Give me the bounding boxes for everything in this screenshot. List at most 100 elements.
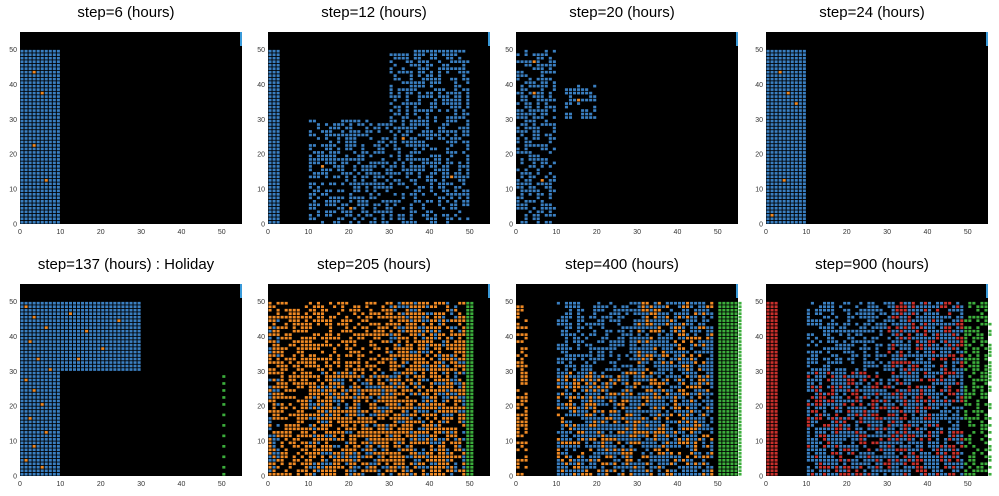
agent-point: [268, 81, 272, 84]
agent-point: [52, 413, 56, 417]
agent-point: [28, 56, 32, 60]
agent-point: [52, 329, 56, 333]
agent-point: [536, 137, 540, 140]
agent-point: [222, 445, 226, 448]
agent-point: [20, 119, 24, 123]
agent-point: [337, 431, 341, 434]
agent-point: [56, 441, 60, 445]
agent-point: [316, 427, 320, 431]
agent-point: [20, 220, 24, 224]
agent-point: [125, 301, 129, 305]
agent-point: [421, 434, 425, 438]
agent-point: [300, 441, 304, 445]
agent-point: [466, 98, 470, 102]
agent-point: [766, 217, 770, 221]
agent-point: [438, 448, 442, 452]
agent-point: [292, 438, 296, 441]
agent-point: [68, 301, 72, 305]
agent-point: [101, 319, 105, 322]
agent-point: [32, 112, 36, 116]
agent-point: [268, 144, 272, 147]
agent-point: [296, 329, 300, 333]
agent-point: [36, 203, 40, 207]
agent-point: [56, 168, 60, 172]
agent-point: [268, 123, 272, 126]
agent-point: [36, 144, 40, 147]
agent-point: [458, 382, 462, 385]
agent-point: [40, 333, 44, 336]
agent-point: [770, 199, 774, 203]
agent-point: [381, 158, 385, 161]
agent-point: [40, 119, 44, 123]
agent-point: [284, 424, 288, 427]
agent-point: [333, 375, 337, 378]
agent-point: [349, 406, 353, 410]
agent-point: [20, 406, 24, 410]
agent-point: [329, 420, 333, 424]
agent-point: [44, 438, 48, 441]
agent-point: [312, 465, 316, 469]
agent-point: [405, 399, 409, 403]
agent-point: [405, 445, 409, 448]
agent-point: [268, 193, 272, 196]
agent-point: [381, 315, 385, 319]
agent-point: [353, 340, 357, 343]
agent-point: [280, 326, 284, 329]
agent-point: [802, 98, 806, 102]
agent-point: [276, 67, 280, 70]
agent-point: [24, 392, 28, 396]
agent-point: [421, 410, 425, 413]
agent-point: [329, 126, 333, 130]
agent-point: [101, 343, 105, 347]
agent-point: [337, 410, 341, 413]
agent-point: [377, 455, 381, 459]
agent-point: [105, 340, 109, 343]
agent-point: [337, 126, 341, 130]
agent-point: [413, 434, 417, 438]
agent-point: [72, 340, 77, 343]
agent-point: [450, 193, 454, 196]
agent-point: [316, 364, 320, 368]
agent-point: [308, 371, 312, 375]
agent-point: [778, 210, 782, 214]
agent-point: [357, 420, 361, 424]
agent-point: [333, 413, 337, 417]
agent-point: [794, 60, 798, 63]
agent-point: [524, 199, 528, 203]
agent-point: [109, 329, 113, 333]
agent-point: [137, 301, 141, 305]
agent-point: [272, 186, 276, 189]
agent-point: [397, 406, 401, 410]
agent-point: [421, 333, 425, 336]
agent-point: [377, 140, 381, 144]
agent-point: [52, 140, 56, 144]
agent-point: [308, 403, 312, 406]
agent-point: [417, 343, 421, 347]
agent-point: [345, 154, 349, 158]
agent-point: [133, 312, 137, 315]
agent-point: [109, 340, 113, 343]
agent-point: [774, 158, 778, 161]
agent-point: [113, 301, 117, 305]
x-tick-label: 0: [18, 481, 22, 488]
agent-point: [222, 472, 226, 476]
agent-point: [28, 364, 32, 368]
agent-point: [284, 469, 288, 473]
agent-point: [373, 371, 377, 375]
agent-point: [44, 74, 48, 77]
agent-point: [32, 301, 36, 305]
agent-point: [56, 371, 60, 375]
agent-point: [117, 354, 121, 357]
agent-point: [516, 203, 520, 207]
agent-point: [324, 441, 329, 445]
agent-point: [450, 441, 454, 445]
agent-point: [341, 392, 345, 396]
agent-point: [268, 137, 272, 140]
agent-point: [345, 179, 349, 182]
agent-point: [320, 308, 325, 312]
agent-point: [117, 312, 121, 315]
agent-point: [24, 347, 28, 350]
agent-point: [300, 357, 304, 361]
agent-point: [89, 347, 93, 350]
agent-point: [417, 441, 421, 445]
